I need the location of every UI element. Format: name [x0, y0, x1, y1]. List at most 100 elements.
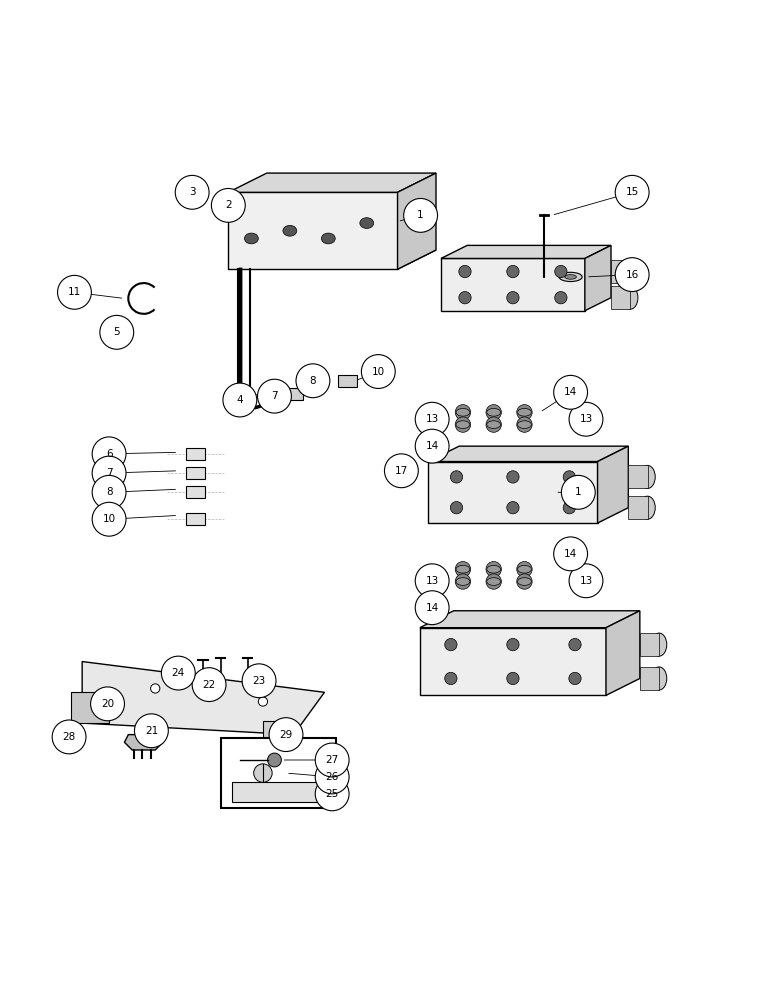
Ellipse shape — [456, 578, 470, 585]
Circle shape — [296, 364, 330, 398]
Circle shape — [450, 502, 462, 514]
Circle shape — [254, 764, 273, 782]
Circle shape — [269, 718, 303, 752]
Text: 13: 13 — [579, 414, 593, 424]
Circle shape — [315, 743, 349, 777]
Circle shape — [445, 638, 457, 651]
Circle shape — [242, 664, 276, 698]
Text: 13: 13 — [425, 576, 438, 586]
Circle shape — [134, 714, 168, 748]
Polygon shape — [585, 245, 611, 311]
Bar — [611, 260, 630, 283]
Text: 28: 28 — [63, 732, 76, 742]
Ellipse shape — [652, 667, 667, 690]
Text: 2: 2 — [225, 200, 232, 210]
Ellipse shape — [360, 218, 374, 228]
Text: 11: 11 — [68, 287, 81, 297]
Circle shape — [384, 454, 418, 488]
Ellipse shape — [622, 286, 638, 309]
Ellipse shape — [640, 465, 655, 488]
Circle shape — [455, 574, 471, 589]
Ellipse shape — [517, 421, 531, 428]
Bar — [628, 496, 648, 519]
Circle shape — [569, 672, 581, 685]
Circle shape — [554, 375, 587, 409]
Circle shape — [175, 175, 209, 209]
Text: 5: 5 — [113, 327, 120, 337]
Circle shape — [259, 697, 268, 706]
Text: 7: 7 — [106, 468, 113, 478]
Circle shape — [615, 258, 649, 292]
Polygon shape — [398, 173, 436, 269]
Circle shape — [58, 275, 91, 309]
Circle shape — [455, 562, 471, 577]
Circle shape — [92, 437, 126, 471]
Polygon shape — [606, 611, 640, 695]
Polygon shape — [229, 250, 436, 269]
Text: 10: 10 — [103, 514, 116, 524]
Bar — [640, 633, 659, 656]
Text: 8: 8 — [310, 376, 317, 386]
Circle shape — [445, 672, 457, 685]
Text: 1: 1 — [418, 210, 424, 220]
Circle shape — [223, 383, 257, 417]
Circle shape — [415, 402, 449, 436]
Polygon shape — [441, 258, 585, 311]
Ellipse shape — [283, 225, 296, 236]
Circle shape — [92, 475, 126, 509]
Text: 4: 4 — [236, 395, 243, 405]
Text: 27: 27 — [326, 755, 339, 765]
Text: 14: 14 — [564, 549, 577, 559]
Ellipse shape — [517, 565, 531, 573]
Circle shape — [486, 405, 501, 420]
Text: 15: 15 — [625, 187, 638, 197]
Circle shape — [450, 471, 462, 483]
Bar — [263, 721, 293, 740]
Bar — [221, 738, 336, 808]
Circle shape — [506, 672, 519, 685]
Circle shape — [268, 753, 281, 767]
Circle shape — [506, 265, 519, 278]
Circle shape — [459, 265, 471, 278]
Text: 16: 16 — [625, 270, 638, 280]
Circle shape — [205, 692, 214, 701]
Circle shape — [212, 188, 245, 222]
Circle shape — [506, 638, 519, 651]
Circle shape — [516, 417, 532, 432]
Ellipse shape — [559, 272, 582, 282]
Circle shape — [615, 175, 649, 209]
Bar — [232, 782, 317, 802]
Polygon shape — [124, 735, 163, 750]
Ellipse shape — [517, 408, 531, 416]
Text: 14: 14 — [425, 441, 438, 451]
Polygon shape — [598, 446, 628, 523]
Ellipse shape — [456, 565, 470, 573]
Ellipse shape — [245, 233, 259, 244]
Circle shape — [516, 574, 532, 589]
Text: 6: 6 — [106, 449, 113, 459]
Ellipse shape — [622, 260, 638, 283]
Circle shape — [554, 537, 587, 571]
Circle shape — [555, 265, 567, 278]
Circle shape — [90, 687, 124, 721]
Ellipse shape — [517, 578, 531, 585]
Ellipse shape — [321, 233, 335, 244]
Circle shape — [52, 720, 86, 754]
Circle shape — [92, 456, 126, 490]
Circle shape — [569, 564, 603, 598]
Text: 7: 7 — [271, 391, 278, 401]
Polygon shape — [428, 446, 628, 462]
Text: 8: 8 — [106, 487, 113, 497]
Text: 25: 25 — [326, 789, 339, 799]
Circle shape — [569, 638, 581, 651]
Circle shape — [564, 471, 575, 483]
Circle shape — [415, 591, 449, 625]
Text: 20: 20 — [101, 699, 114, 709]
Circle shape — [516, 405, 532, 420]
Polygon shape — [420, 611, 640, 628]
Text: 21: 21 — [145, 726, 158, 736]
Circle shape — [415, 564, 449, 598]
Text: 22: 22 — [202, 680, 215, 690]
Bar — [300, 380, 318, 392]
Circle shape — [459, 292, 471, 304]
